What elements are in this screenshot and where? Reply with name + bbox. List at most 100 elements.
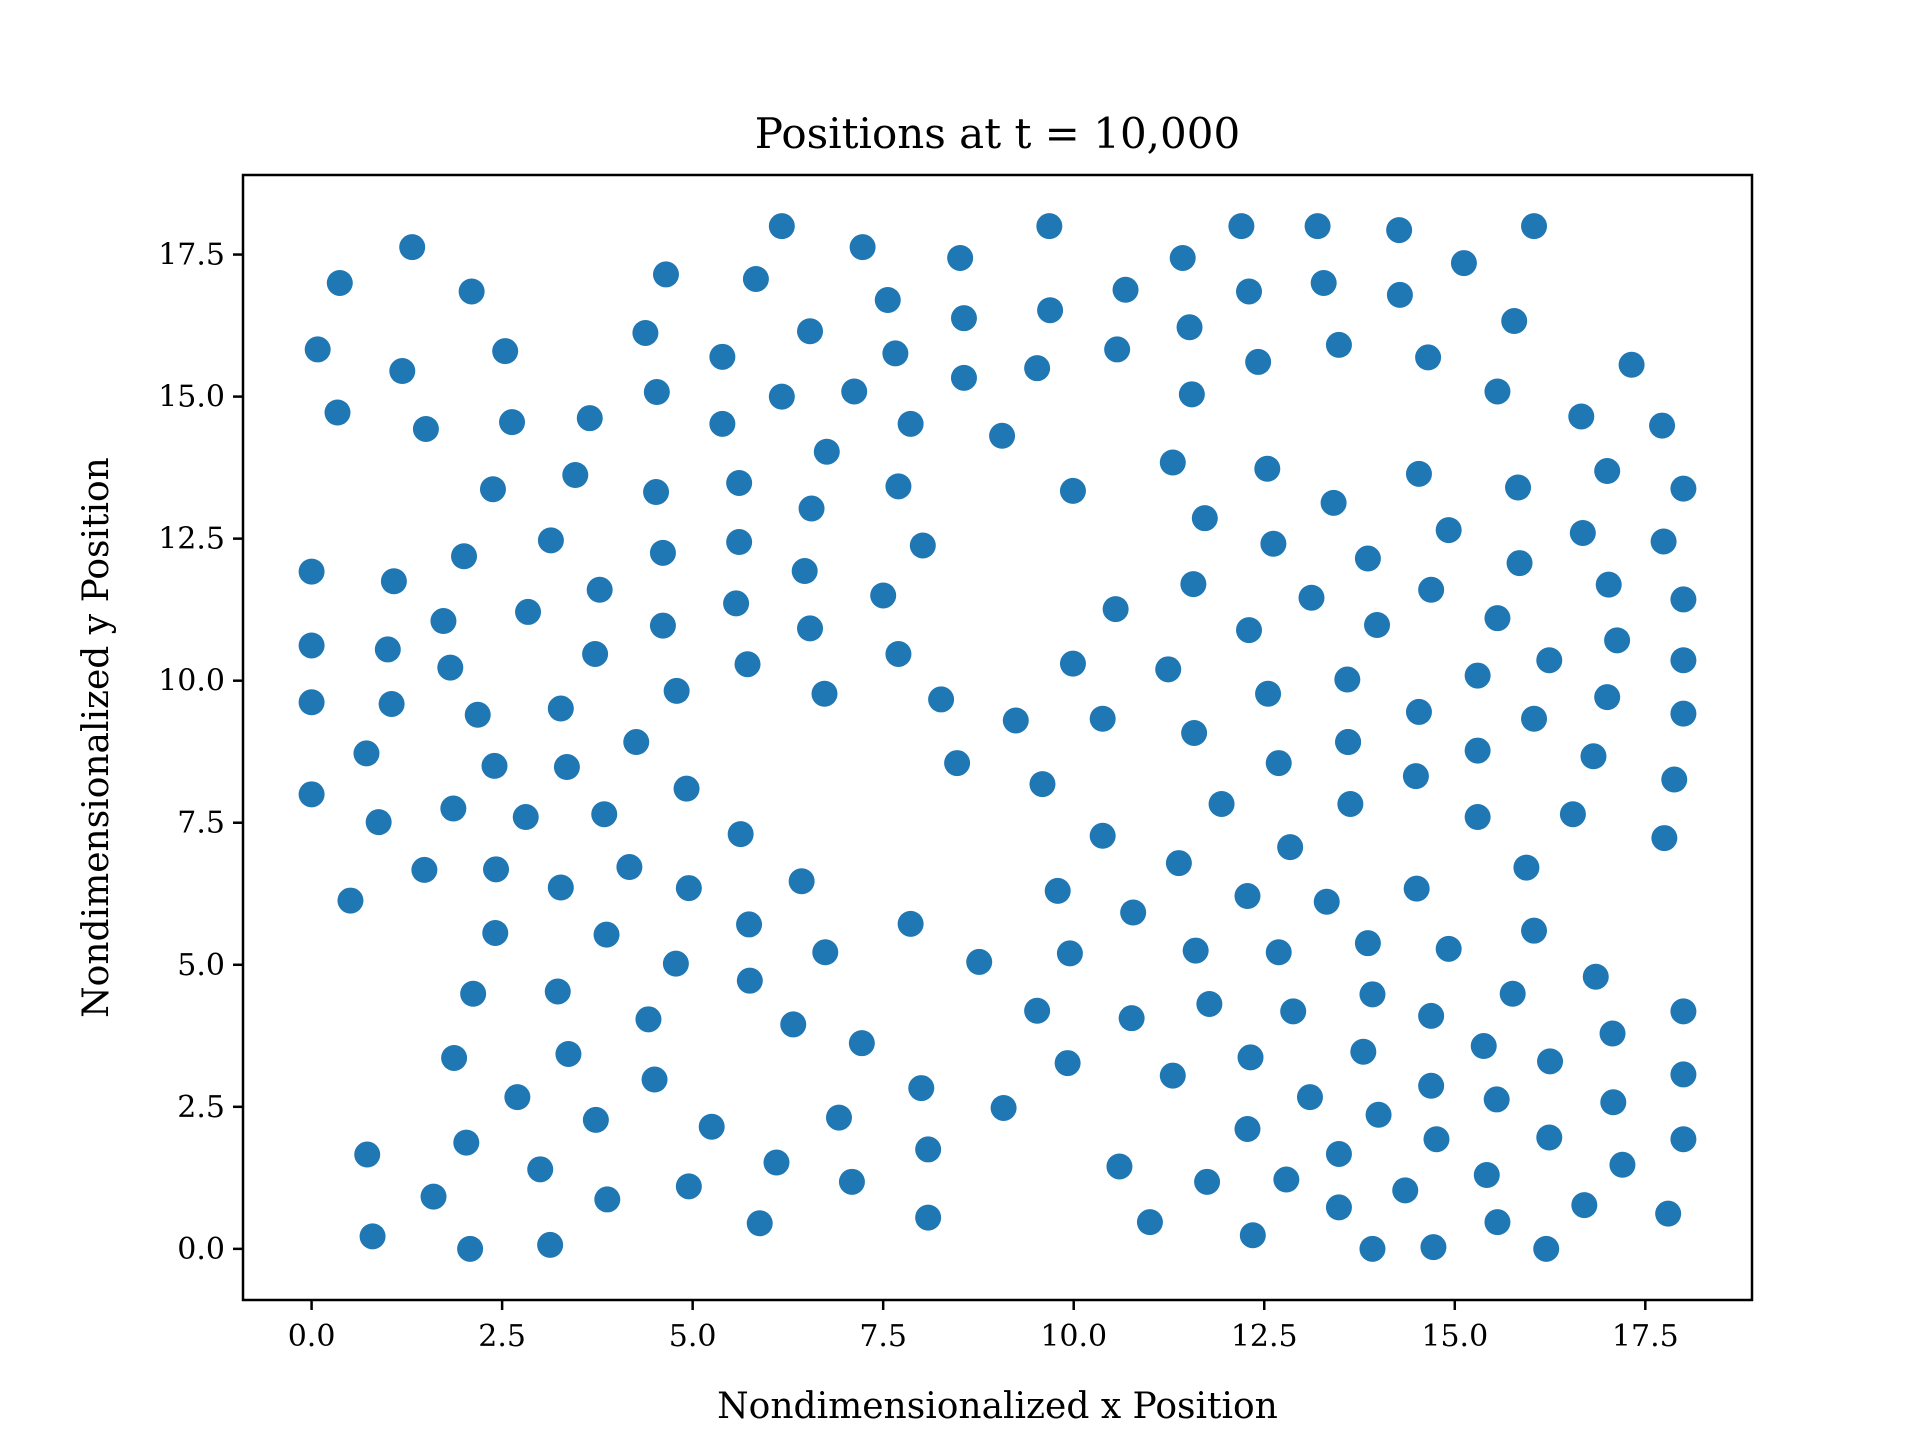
scatter-point (1365, 1101, 1392, 1128)
scatter-point (1600, 1089, 1627, 1116)
scatter-point (1505, 474, 1532, 501)
scatter-point (727, 821, 754, 848)
scatter-point (1418, 1072, 1445, 1099)
scatter-point (652, 261, 679, 288)
scatter-point (1435, 517, 1462, 544)
scatter-point (1254, 455, 1281, 482)
scatter-point (1464, 804, 1491, 831)
scatter-point (1255, 680, 1282, 707)
scatter-point (451, 543, 478, 570)
scatter-point (1403, 875, 1430, 902)
scatter-point (374, 636, 401, 663)
scatter-point (499, 409, 526, 436)
scatter-point (1484, 1209, 1511, 1236)
scatter-point (1245, 348, 1272, 375)
scatter-point (1483, 1086, 1510, 1113)
scatter-point (504, 1084, 531, 1111)
scatter-point (1237, 1044, 1264, 1071)
y-axis-label: Nondimensionalized y Position (76, 457, 117, 1018)
scatter-point (1595, 571, 1622, 598)
scatter-point (547, 695, 574, 722)
scatter-point (1464, 737, 1491, 764)
scatter-point (304, 336, 331, 363)
scatter-point (1104, 336, 1131, 363)
scatter-point (849, 234, 876, 261)
x-axis-label: Nondimensionalized x Position (717, 1386, 1278, 1427)
scatter-point (623, 729, 650, 756)
scatter-point (1159, 1062, 1186, 1089)
scatter-point (1423, 1126, 1450, 1153)
scatter-point (1568, 403, 1595, 430)
scatter-point (734, 651, 761, 678)
scatter-point (1337, 790, 1364, 817)
scatter-point (726, 529, 753, 556)
x-tick-label: 10.0 (1040, 1319, 1107, 1354)
scatter-point (1386, 217, 1413, 244)
scatter-point (380, 568, 407, 595)
scatter-point (1435, 935, 1462, 962)
scatter-point (632, 319, 659, 346)
scatter-point (1501, 308, 1528, 335)
y-tick-label: 0.0 (177, 1232, 225, 1267)
scatter-point (582, 640, 609, 667)
scatter-point (586, 576, 613, 603)
scatter-point (1670, 475, 1697, 502)
scatter-point (1176, 314, 1203, 341)
scatter-point (1655, 1200, 1682, 1227)
x-tick-label: 15.0 (1421, 1319, 1488, 1354)
scatter-point (1354, 930, 1381, 957)
scatter-point (1599, 1020, 1626, 1047)
scatter-point (698, 1113, 725, 1140)
scatter-point (989, 422, 1016, 449)
scatter-point (483, 856, 510, 883)
scatter-point (1304, 213, 1331, 240)
scatter-point (1354, 545, 1381, 572)
scatter-point (812, 939, 839, 966)
scatter-point (1208, 790, 1235, 817)
scatter-point (1386, 281, 1413, 308)
scatter-point (1280, 998, 1307, 1025)
scatter-point (337, 887, 364, 914)
scatter-point (1470, 1033, 1497, 1060)
scatter-point (966, 948, 993, 975)
scatter-point (1325, 1140, 1352, 1167)
scatter-point (947, 244, 974, 271)
y-tick-label: 7.5 (177, 806, 225, 841)
scatter-point (298, 689, 325, 716)
scatter-point (1473, 1162, 1500, 1188)
scatter-point (825, 1104, 852, 1131)
scatter-point (1418, 576, 1445, 603)
scatter-point (1310, 269, 1337, 296)
scatter-point (1521, 213, 1548, 240)
scatter-point (440, 795, 467, 822)
x-tick-label: 0.0 (288, 1319, 336, 1354)
scatter-point (562, 462, 589, 488)
scatter-point (1169, 244, 1196, 271)
scatter-point (1450, 250, 1477, 277)
scatter-point (1059, 477, 1086, 504)
y-tick-label: 12.5 (158, 522, 225, 557)
scatter-point (1521, 917, 1548, 944)
scatter-point (593, 921, 620, 948)
y-tick-label: 17.5 (158, 238, 225, 273)
points-layer (298, 213, 1697, 1262)
scatter-point (1484, 605, 1511, 632)
scatter-point (437, 654, 464, 681)
scatter-point (635, 1006, 662, 1033)
scatter-point (1194, 1168, 1221, 1195)
scatter-point (1420, 1234, 1447, 1261)
scatter-point (944, 750, 971, 777)
scatter-point (1320, 489, 1347, 516)
scatter-point (897, 410, 924, 437)
scatter-point (1298, 584, 1325, 611)
scatter-point (458, 278, 485, 305)
scatter-point (723, 590, 750, 617)
scatter-point (915, 1136, 942, 1163)
scatter-point (1334, 666, 1361, 693)
scatter-point (709, 343, 736, 370)
scatter-point (537, 527, 564, 554)
scatter-point (1418, 1002, 1445, 1029)
scatter-point (1651, 825, 1678, 852)
scatter-point (928, 686, 955, 713)
scatter-point (1159, 449, 1186, 476)
